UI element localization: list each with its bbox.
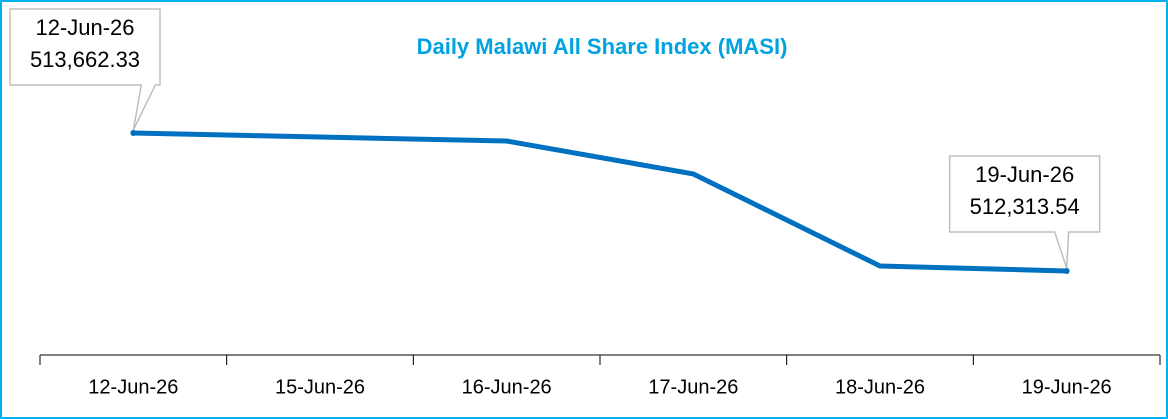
callout-box xyxy=(948,155,1101,269)
callout-date: 19-Jun-26 xyxy=(975,162,1074,187)
callout-value: 512,313.54 xyxy=(970,194,1080,219)
callout-box xyxy=(9,8,161,131)
callout-value: 513,662.33 xyxy=(30,47,140,72)
x-tick-label: 15-Jun-26 xyxy=(275,376,365,398)
x-tick-label: 17-Jun-26 xyxy=(648,376,738,398)
x-tick-label: 18-Jun-26 xyxy=(835,376,925,398)
callout-date: 12-Jun-26 xyxy=(35,15,134,40)
x-tick-label: 19-Jun-26 xyxy=(1022,376,1112,398)
point xyxy=(130,130,137,136)
x-tick-label: 12-Jun-26 xyxy=(88,376,178,398)
point xyxy=(1063,268,1070,274)
x-tick-label: 16-Jun-26 xyxy=(462,376,552,398)
line xyxy=(133,130,1067,274)
chart-title: Daily Malawi All Share Index (MASI) xyxy=(417,34,788,59)
